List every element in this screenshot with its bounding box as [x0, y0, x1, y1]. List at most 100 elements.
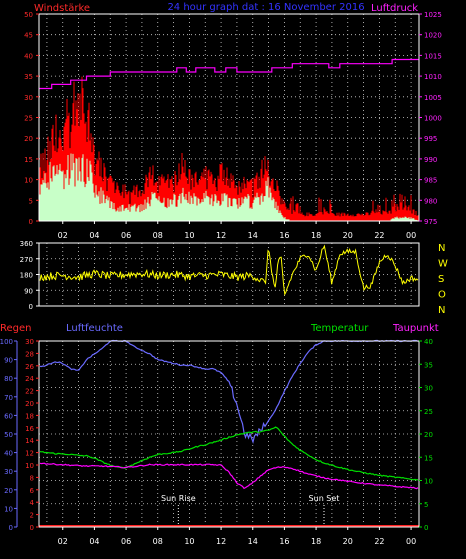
climate-x-tick-label: 08 [153, 537, 163, 546]
humidity-temperature-panel: Sun Rise Sun Set0102030405060708090100024… [0, 338, 433, 546]
humidity-y-tick-label: 80 [4, 375, 13, 383]
humidity-y-tick-label: 30 [4, 468, 13, 476]
graph-date-title: 24 hour graph dat : 16 November 2016 [167, 2, 364, 13]
wind-direction-line [39, 244, 419, 297]
dewpoint-line [39, 462, 419, 490]
pressure-y-tick-label: 1020 [424, 32, 442, 40]
rain-y-tick-label: 12 [25, 450, 34, 458]
temperature-y-tick-label: 5 [424, 501, 428, 509]
rain-y-tick-label: 8 [30, 474, 34, 482]
temperature-y-tick-label: 35 [424, 361, 433, 369]
rain-y-tick-label: 22 [25, 388, 34, 396]
rain-y-tick-label: 0 [30, 524, 34, 532]
pressure-title: Luftdruck [371, 3, 418, 14]
wind-x-tick-label: 08 [153, 231, 163, 240]
wind-y-tick-label: 5 [29, 197, 33, 205]
direction-y-tick-label: 180 [20, 272, 33, 280]
wind-x-tick-label: 06 [121, 231, 131, 240]
humidity-y-tick-label: 20 [4, 487, 13, 495]
temperature-y-tick-label: 20 [424, 431, 433, 439]
temperature-y-tick-label: 40 [424, 338, 433, 346]
rain-y-tick-label: 10 [25, 462, 34, 470]
humidity-y-tick-label: 100 [0, 338, 13, 346]
wind-y-tick-label: 0 [29, 218, 33, 226]
direction-y-tick-label: 0 [29, 303, 33, 311]
climate-x-tick-label: 04 [89, 537, 99, 546]
wind-x-tick-label: 14 [248, 231, 258, 240]
dewpoint-title: Taupunkt [392, 323, 439, 334]
rain-y-tick-label: 14 [25, 437, 34, 445]
climate-x-tick-label: 12 [216, 537, 226, 546]
compass-letter-w: W [438, 259, 448, 270]
wind-x-tick-label: 22 [374, 231, 384, 240]
pressure-y-tick-label: 985 [424, 177, 437, 185]
temperature-y-tick-label: 25 [424, 408, 433, 416]
climate-x-tick-label: 10 [184, 537, 194, 546]
direction-y-tick-label: 270 [20, 256, 33, 264]
wind-average-series [39, 153, 418, 221]
climate-x-tick-label: 02 [58, 537, 68, 546]
temperature-y-tick-label: 10 [424, 478, 433, 486]
wind-y-tick-label: 20 [24, 135, 33, 143]
wind-x-tick-label: 04 [89, 231, 99, 240]
humidity-title: Luftfeuchte [66, 323, 123, 334]
humidity-y-tick-label: 90 [4, 357, 13, 365]
direction-y-tick-label: 360 [20, 240, 33, 248]
direction-y-tick-label: 90 [24, 287, 33, 295]
rain-y-tick-label: 18 [25, 412, 34, 420]
wind-y-tick-label: 35 [24, 73, 33, 81]
wind-title: Windstärke [34, 3, 90, 14]
pressure-y-tick-label: 995 [424, 135, 437, 143]
rain-y-tick-label: 26 [25, 363, 34, 371]
climate-x-tick-label: 00 [406, 537, 416, 546]
humidity-y-tick-label: 40 [4, 450, 13, 458]
rain-y-tick-label: 16 [25, 425, 34, 433]
temperature-title: Temperatur [310, 323, 369, 334]
wind-x-tick-label: 16 [279, 231, 289, 240]
temperature-y-tick-label: 0 [424, 524, 428, 532]
pressure-y-tick-label: 1000 [424, 115, 442, 123]
humidity-y-tick-label: 0 [9, 524, 13, 532]
sunrise-label: Sun Rise [161, 494, 196, 503]
rain-y-tick-label: 4 [30, 499, 35, 507]
pressure-line [39, 58, 419, 90]
humidity-y-tick-label: 70 [4, 394, 13, 402]
wind-y-tick-label: 40 [24, 52, 33, 60]
wind-y-tick-label: 25 [24, 115, 33, 123]
wind-y-tick-label: 15 [24, 156, 33, 164]
climate-x-tick-label: 18 [311, 537, 321, 546]
humidity-y-tick-label: 50 [4, 431, 13, 439]
climate-x-tick-label: 16 [279, 537, 289, 546]
climate-x-tick-label: 20 [343, 537, 353, 546]
wind-y-tick-label: 45 [24, 32, 33, 40]
compass-letter-s: S [438, 274, 444, 285]
pressure-y-tick-label: 975 [424, 218, 437, 226]
temperature-line [39, 426, 419, 481]
pressure-y-tick-label: 1015 [424, 52, 442, 60]
sunset-label: Sun Set [309, 494, 340, 503]
compass-letter-n: N [438, 243, 445, 254]
wind-x-tick-label: 10 [184, 231, 194, 240]
climate-x-tick-label: 22 [374, 537, 384, 546]
humidity-y-tick-label: 60 [4, 412, 13, 420]
wind-y-tick-label: 50 [24, 11, 33, 19]
pressure-y-tick-label: 980 [424, 197, 437, 205]
wind-y-tick-label: 30 [24, 94, 33, 102]
humidity-y-tick-label: 10 [4, 505, 13, 513]
wind-x-tick-label: 18 [311, 231, 321, 240]
wind-x-tick-label: 12 [216, 231, 226, 240]
wind-y-tick-label: 10 [24, 177, 33, 185]
compass-letter-o: O [438, 290, 446, 301]
climate-x-tick-label: 14 [248, 537, 258, 546]
pressure-y-tick-label: 1025 [424, 11, 442, 19]
temperature-y-tick-label: 15 [424, 454, 433, 462]
rain-y-tick-label: 6 [30, 487, 35, 495]
pressure-y-tick-label: 1005 [424, 94, 442, 102]
rain-y-tick-label: 20 [25, 400, 34, 408]
compass-letter-n: N [438, 305, 445, 316]
rain-title: Regen [0, 323, 32, 334]
rain-y-tick-label: 2 [30, 512, 34, 520]
pressure-y-tick-label: 990 [424, 156, 437, 164]
